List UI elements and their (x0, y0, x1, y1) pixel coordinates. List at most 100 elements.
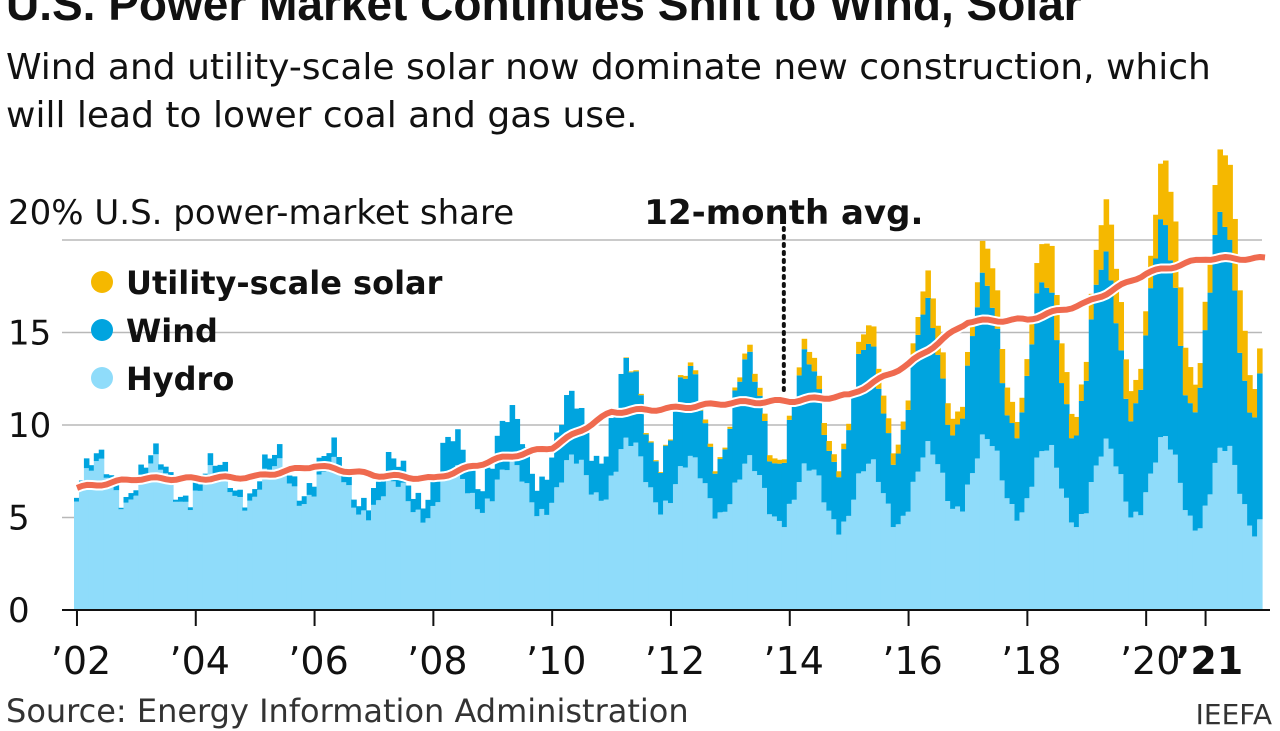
bar-hydro (539, 508, 545, 610)
bar-solar (1009, 401, 1016, 424)
bar-hydro (499, 469, 506, 610)
bar-solar (1078, 384, 1085, 401)
bar-wind (93, 453, 100, 462)
bar-hydro (682, 467, 689, 610)
bar-hydro (1252, 536, 1258, 610)
bar-wind (955, 424, 961, 507)
bar-hydro (143, 474, 149, 610)
bar-wind (262, 454, 268, 469)
bar-hydro (74, 501, 80, 610)
bar-hydro (880, 493, 887, 610)
bar-wind (950, 435, 956, 509)
bar-solar (1158, 163, 1164, 220)
bar-hydro (856, 473, 862, 610)
bar-wind (509, 405, 516, 457)
bar-solar (742, 353, 748, 360)
x-tick-label: ’16 (882, 639, 942, 683)
bar-hydro (217, 472, 224, 610)
bar-wind (148, 455, 154, 464)
bar-hydro (969, 473, 976, 610)
bar-hydro (158, 469, 164, 610)
bar-hydro (618, 449, 625, 610)
bar-wind (1192, 412, 1199, 531)
bar-wind (658, 472, 664, 515)
bar-wind (1222, 226, 1228, 451)
bar-solar (1039, 244, 1045, 283)
bar-wind (1153, 258, 1159, 463)
bar-hydro (930, 454, 936, 610)
bar-wind (153, 443, 159, 455)
bar-wind (182, 495, 189, 502)
bar-hydro (479, 512, 486, 610)
bar-hydro (286, 483, 293, 610)
bar-hydro (163, 473, 169, 610)
bar-hydro (603, 499, 610, 610)
bar-solar (841, 443, 847, 450)
bar-hydro (212, 473, 219, 610)
bar-hydro (643, 482, 649, 610)
bar-hydro (628, 446, 634, 610)
bar-hydro (1222, 450, 1228, 610)
bar-wind (1054, 340, 1060, 468)
bar-hydro (128, 499, 134, 610)
bar-hydro (979, 434, 986, 610)
bar-solar (1034, 263, 1040, 294)
bar-wind (776, 463, 783, 521)
bar-wind (831, 461, 837, 520)
bar-solar (658, 471, 664, 473)
bar-hydro (1049, 444, 1055, 610)
x-tick-label: ’20 (1120, 639, 1180, 683)
bar-wind (1044, 287, 1050, 451)
bar-hydro (177, 501, 184, 610)
bar-solar (826, 440, 832, 451)
bar-hydro (1163, 436, 1169, 610)
bar-hydro (262, 468, 268, 610)
bar-hydro (1148, 473, 1154, 610)
bar-hydro (945, 501, 951, 610)
legend-label: Wind (126, 312, 218, 350)
bar-wind (118, 507, 125, 510)
bar-solar (623, 357, 629, 358)
bar-hydro (1034, 457, 1040, 610)
bar-wind (74, 497, 80, 502)
bar-wind (177, 496, 184, 502)
bar-hydro (668, 503, 674, 610)
bar-hydro (331, 456, 337, 610)
bar-hydro (83, 468, 90, 610)
bar-solar (752, 373, 758, 382)
bar-hydro (267, 469, 273, 610)
bar-hydro (420, 522, 427, 610)
bar-solar (1014, 421, 1021, 439)
bar-hydro (1227, 445, 1233, 610)
bar-wind (707, 446, 714, 499)
bar-wind (885, 433, 892, 504)
bar-wind (994, 328, 1001, 451)
bar-hydro (410, 512, 417, 610)
bar-solar (786, 415, 793, 420)
bar-wind (1242, 380, 1248, 505)
bar-hydro (692, 457, 699, 610)
bar-wind (712, 473, 719, 519)
bar-wind (1177, 345, 1184, 483)
bar-solar (950, 418, 956, 436)
bar-wind (598, 463, 605, 501)
bar-hydro (182, 501, 189, 610)
bar-wind (762, 420, 768, 488)
bar-hydro (727, 504, 733, 610)
bar-solar (861, 334, 867, 350)
bar-hydro (346, 485, 352, 610)
bar-hydro (1004, 498, 1011, 610)
bar-hydro (935, 464, 941, 610)
bar-hydro (1054, 467, 1060, 610)
bar-wind (920, 314, 926, 458)
bar-solar (722, 447, 728, 450)
bar-wind (663, 445, 669, 501)
bar-wind (252, 489, 258, 497)
bar-hydro (588, 494, 595, 610)
bar-hydro (999, 480, 1006, 610)
bar-wind (1172, 287, 1179, 455)
bar-solar (1172, 221, 1179, 288)
bar-hydro (465, 493, 471, 610)
bar-hydro (1237, 493, 1243, 610)
bar-wind (1148, 288, 1154, 474)
